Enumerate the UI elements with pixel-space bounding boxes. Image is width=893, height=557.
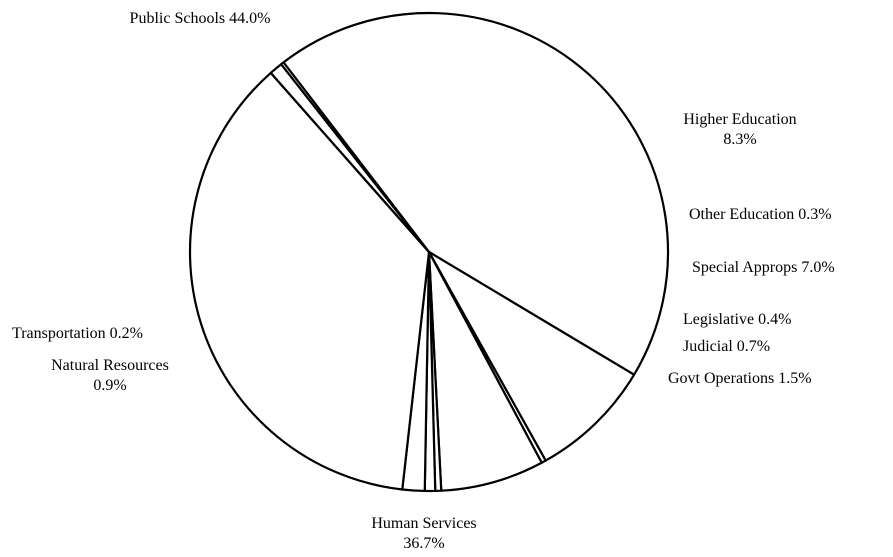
data-label-transportation: Transportation 0.2% <box>12 325 143 342</box>
data-label-govt-operations: Govt Operations 1.5% <box>668 370 812 387</box>
data-label-legislative: Legislative 0.4% <box>683 311 791 328</box>
pie-slice-human-services <box>188 71 431 491</box>
pie-slices <box>188 11 670 493</box>
data-label-natural-resources: Natural Resources 0.9% <box>51 357 169 394</box>
data-label-special-approps: Special Approps 7.0% <box>692 259 835 276</box>
pie-slice-transportation <box>280 61 431 254</box>
pie-labels: Public Schools 44.0% Higher Education 8.3%… <box>12 10 835 552</box>
pie-slice-public-schools <box>282 11 670 376</box>
data-label-judicial: Judicial 0.7% <box>683 338 770 355</box>
data-label-higher-education: Higher Education 8.3% <box>683 111 796 148</box>
data-label-other-education: Other Education 0.3% <box>689 206 832 223</box>
data-label-public-schools: Public Schools 44.0% <box>130 10 271 27</box>
pie-slice-special-approps <box>427 250 543 492</box>
pie-slice-higher-education <box>427 250 636 462</box>
data-label-human-services: Human Services 36.7% <box>371 515 476 552</box>
